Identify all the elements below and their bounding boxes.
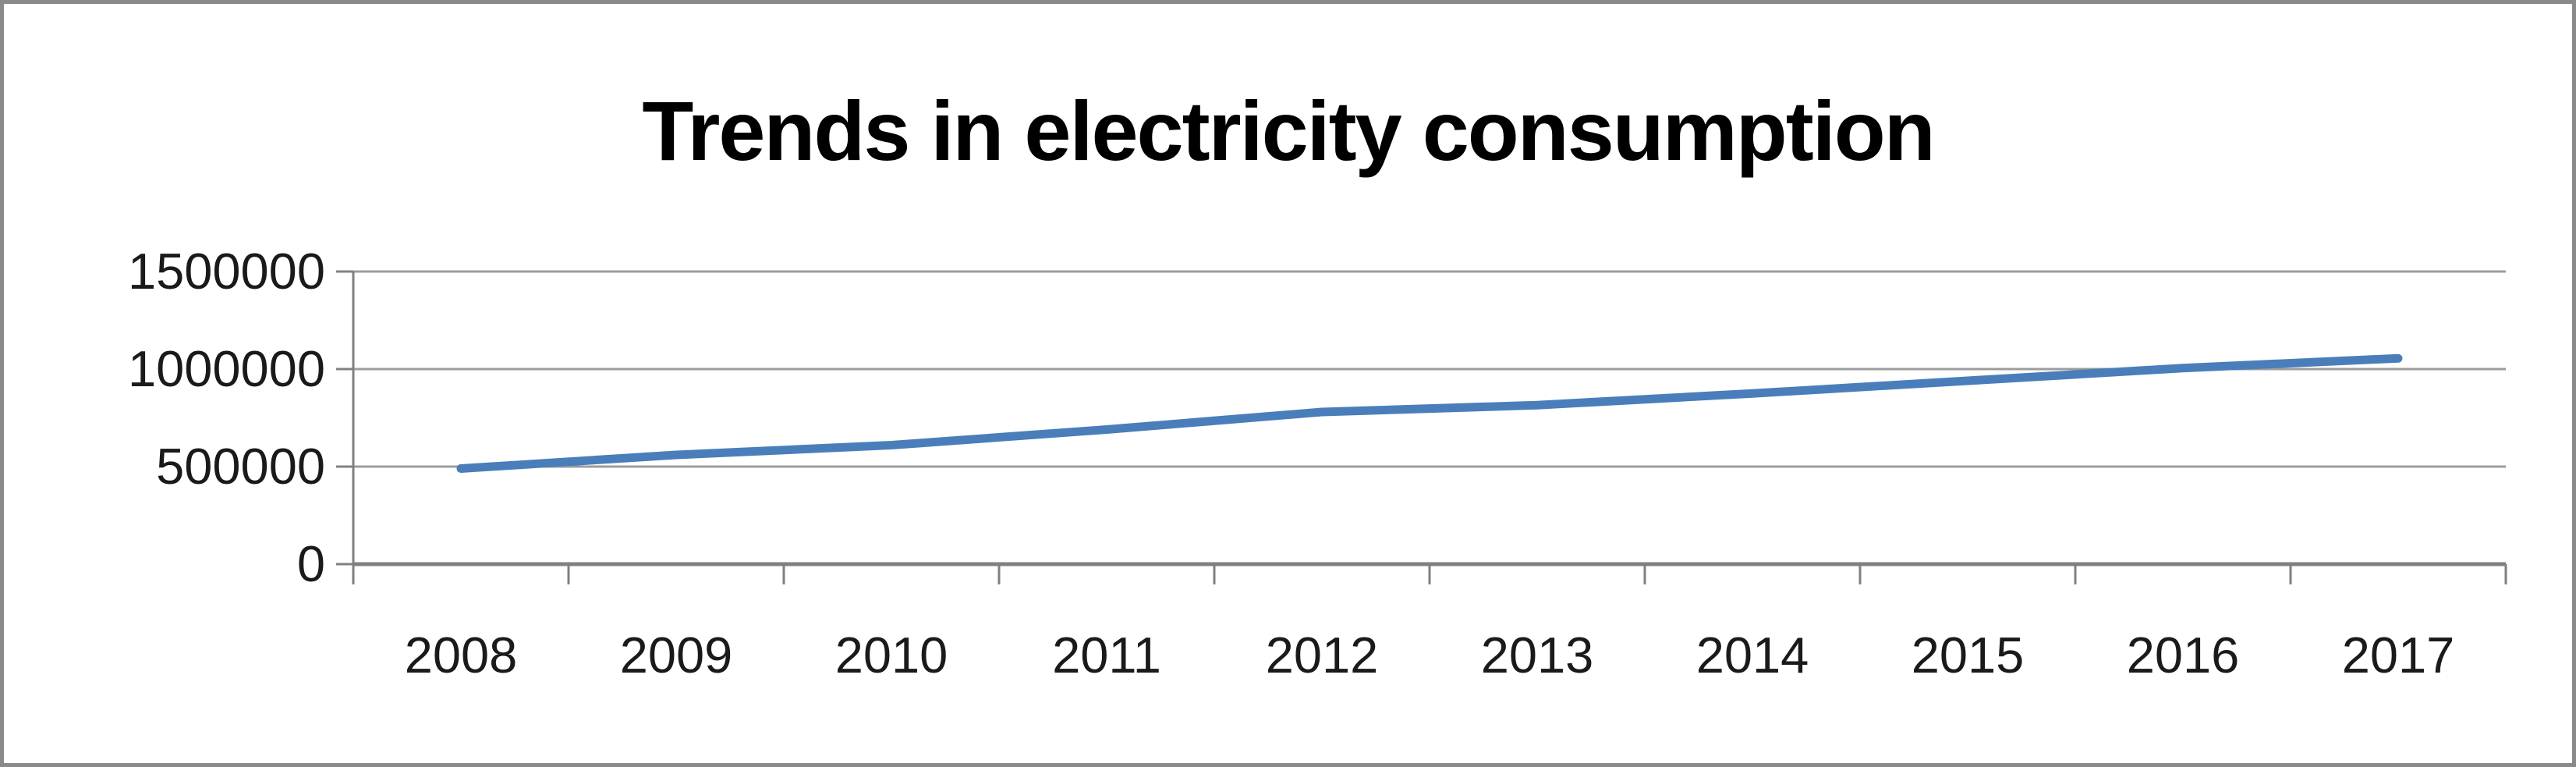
x-axis-label: 2012 [1265, 627, 1379, 684]
x-axis-label: 2008 [404, 627, 518, 684]
x-axis-label: 2015 [1911, 627, 2025, 684]
y-axis-label: 0 [296, 535, 325, 592]
x-axis-label: 2011 [1052, 627, 1161, 684]
y-axis-label: 1000000 [127, 340, 325, 397]
x-axis-label: 2016 [2126, 627, 2240, 684]
consumption-line-series [456, 353, 2403, 473]
x-axis-label: 2010 [834, 627, 948, 684]
x-axis-label: 2013 [1480, 627, 1594, 684]
chart-title: Trends in electricity consumption [642, 83, 1935, 178]
y-axis-label: 500000 [156, 438, 325, 495]
x-axis-label: 2017 [2341, 627, 2455, 684]
x-axis-label: 2009 [619, 627, 733, 684]
x-axis-label: 2014 [1695, 627, 1809, 684]
plot-area [336, 270, 2507, 584]
y-axis-label: 1500000 [127, 243, 325, 300]
